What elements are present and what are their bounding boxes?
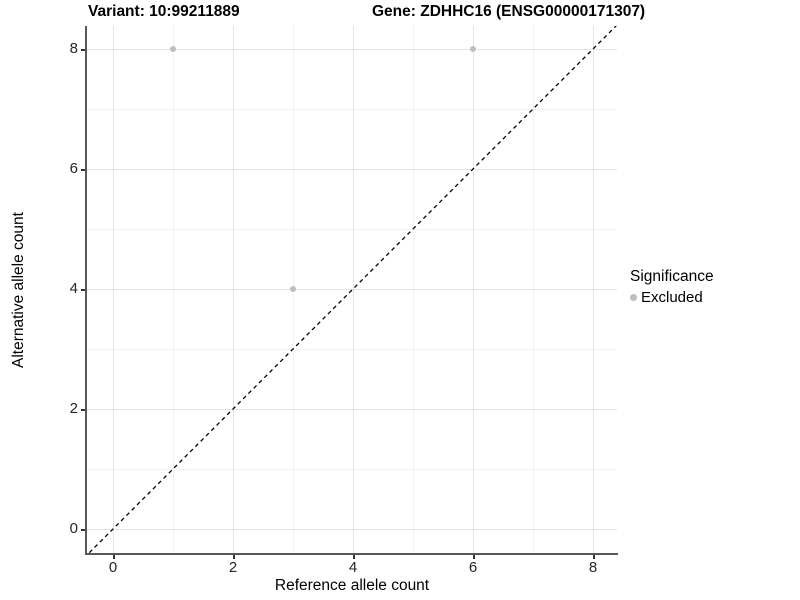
x-axis-title: Reference allele count	[274, 577, 430, 594]
x-tick-mark	[113, 555, 115, 559]
data-point	[470, 46, 476, 52]
x-tick-label: 8	[588, 559, 598, 576]
legend-entry-label: Excluded	[641, 289, 703, 306]
y-tick-label: 8	[69, 40, 78, 57]
y-tick-label: 0	[69, 520, 78, 537]
y-tick-mark	[81, 49, 85, 51]
gridline-y-major	[87, 409, 617, 410]
y-axis-title: Alternative allele count	[10, 212, 27, 368]
y-axis-line	[85, 26, 87, 555]
data-point	[170, 46, 176, 52]
plot-layer	[88, 26, 617, 553]
gridline-y-major	[87, 289, 617, 290]
x-tick-label: 4	[348, 559, 358, 576]
legend-key-dot	[630, 294, 637, 301]
gridline-y-major	[87, 49, 617, 50]
gridline-y-major	[87, 529, 617, 530]
x-tick-label: 0	[108, 559, 118, 576]
y-tick-mark	[81, 409, 85, 411]
y-tick-mark	[81, 289, 85, 291]
gene-title: Gene: ZDHHC16 (ENSG00000171307)	[372, 3, 646, 20]
gridline-y-minor	[87, 109, 617, 110]
x-tick-mark	[473, 555, 475, 559]
y-tick-label: 4	[69, 280, 78, 297]
x-tick-mark	[593, 555, 595, 559]
y-tick-mark	[81, 529, 85, 531]
plot-panel	[87, 26, 617, 553]
x-tick-mark	[233, 555, 235, 559]
identity-line	[88, 26, 617, 553]
legend: Significance Excluded	[630, 268, 714, 306]
y-tick-mark	[81, 169, 85, 171]
gridline-y-major	[87, 169, 617, 170]
gridline-y-minor	[87, 349, 617, 350]
legend-entry: Excluded	[630, 289, 714, 306]
variant-title: Variant: 10:99211889	[88, 3, 240, 20]
data-point	[290, 286, 296, 292]
x-axis-line	[85, 553, 618, 555]
x-tick-label: 2	[228, 559, 238, 576]
gridline-y-minor	[87, 469, 617, 470]
gridline-y-minor	[87, 229, 617, 230]
y-tick-label: 2	[69, 400, 78, 417]
x-tick-label: 6	[468, 559, 478, 576]
x-tick-mark	[353, 555, 355, 559]
legend-title: Significance	[630, 268, 714, 285]
y-tick-label: 6	[69, 160, 78, 177]
legend-entries: Excluded	[630, 289, 714, 306]
